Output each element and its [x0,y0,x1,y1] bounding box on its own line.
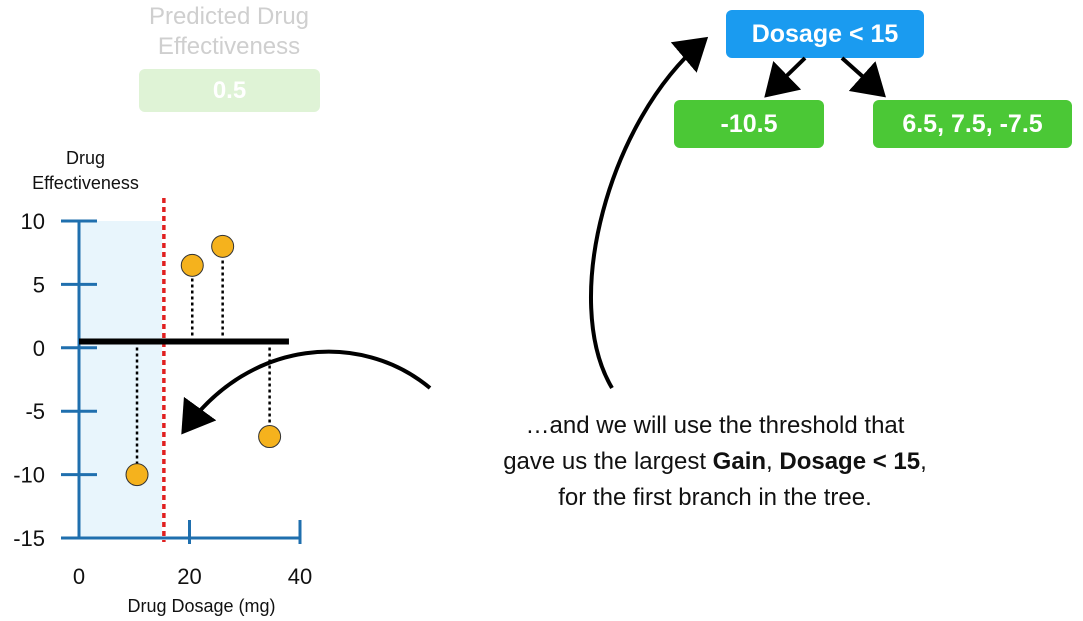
x-tick-label: 40 [288,564,312,589]
caption-line2-post: , [920,448,927,475]
data-point [180,253,204,277]
data-point [125,463,149,487]
y-tick-label: -15 [13,526,45,551]
faded-prediction-value: 0.5 [139,69,320,112]
caption-line2: gave us the largest Gain, Dosage < 15, [440,444,990,480]
arrow-to-tree-root [589,36,709,390]
faded-title-line2: Effectiveness [157,33,301,60]
caption-line2-pre: gave us the largest [503,448,713,475]
y-tick-label: -5 [25,399,45,424]
y-axis-label-line1: Drug [65,148,105,168]
y-tick-label: 10 [21,209,45,234]
faded-prediction-title: Predicted Drug Effectiveness [108,2,350,62]
x-axis-label: Drug Dosage (mg) [127,596,275,616]
caption-line1: …and we will use the threshold that [525,412,905,439]
y-tick-label: 5 [33,272,45,297]
x-tick-label: 0 [73,564,85,589]
tree-left-leaf: -10.5 [674,100,824,148]
tree-right-leaf: 6.5, 7.5, -7.5 [873,100,1072,148]
y-tick-label: 0 [33,336,45,361]
tree-edge-right [840,56,886,98]
caption-line3: for the first branch in the tree. [558,484,872,511]
y-axis-label-line2: Effectiveness [32,173,139,193]
caption-gain: Gain [712,448,767,475]
y-axis-label: Drug Effectiveness [18,146,153,196]
scatter-chart: 10 5 0 -5 -10 -15 0 20 40 Drug Dosage (mg) [13,198,312,616]
x-tick-label: 20 [177,564,201,589]
data-point [258,425,282,449]
arrow-to-threshold [181,349,432,435]
caption-text: …and we will use the threshold that gave… [440,408,990,516]
caption-line2-mid: , [766,448,780,475]
tree-edge-left [764,56,807,98]
caption-dosage: Dosage < 15 [779,448,921,475]
shaded-region [79,221,162,538]
data-point [211,234,235,258]
tree-root-node: Dosage < 15 [726,10,924,58]
faded-title-line1: Predicted Drug [148,3,310,30]
y-tick-label: -10 [13,463,45,488]
